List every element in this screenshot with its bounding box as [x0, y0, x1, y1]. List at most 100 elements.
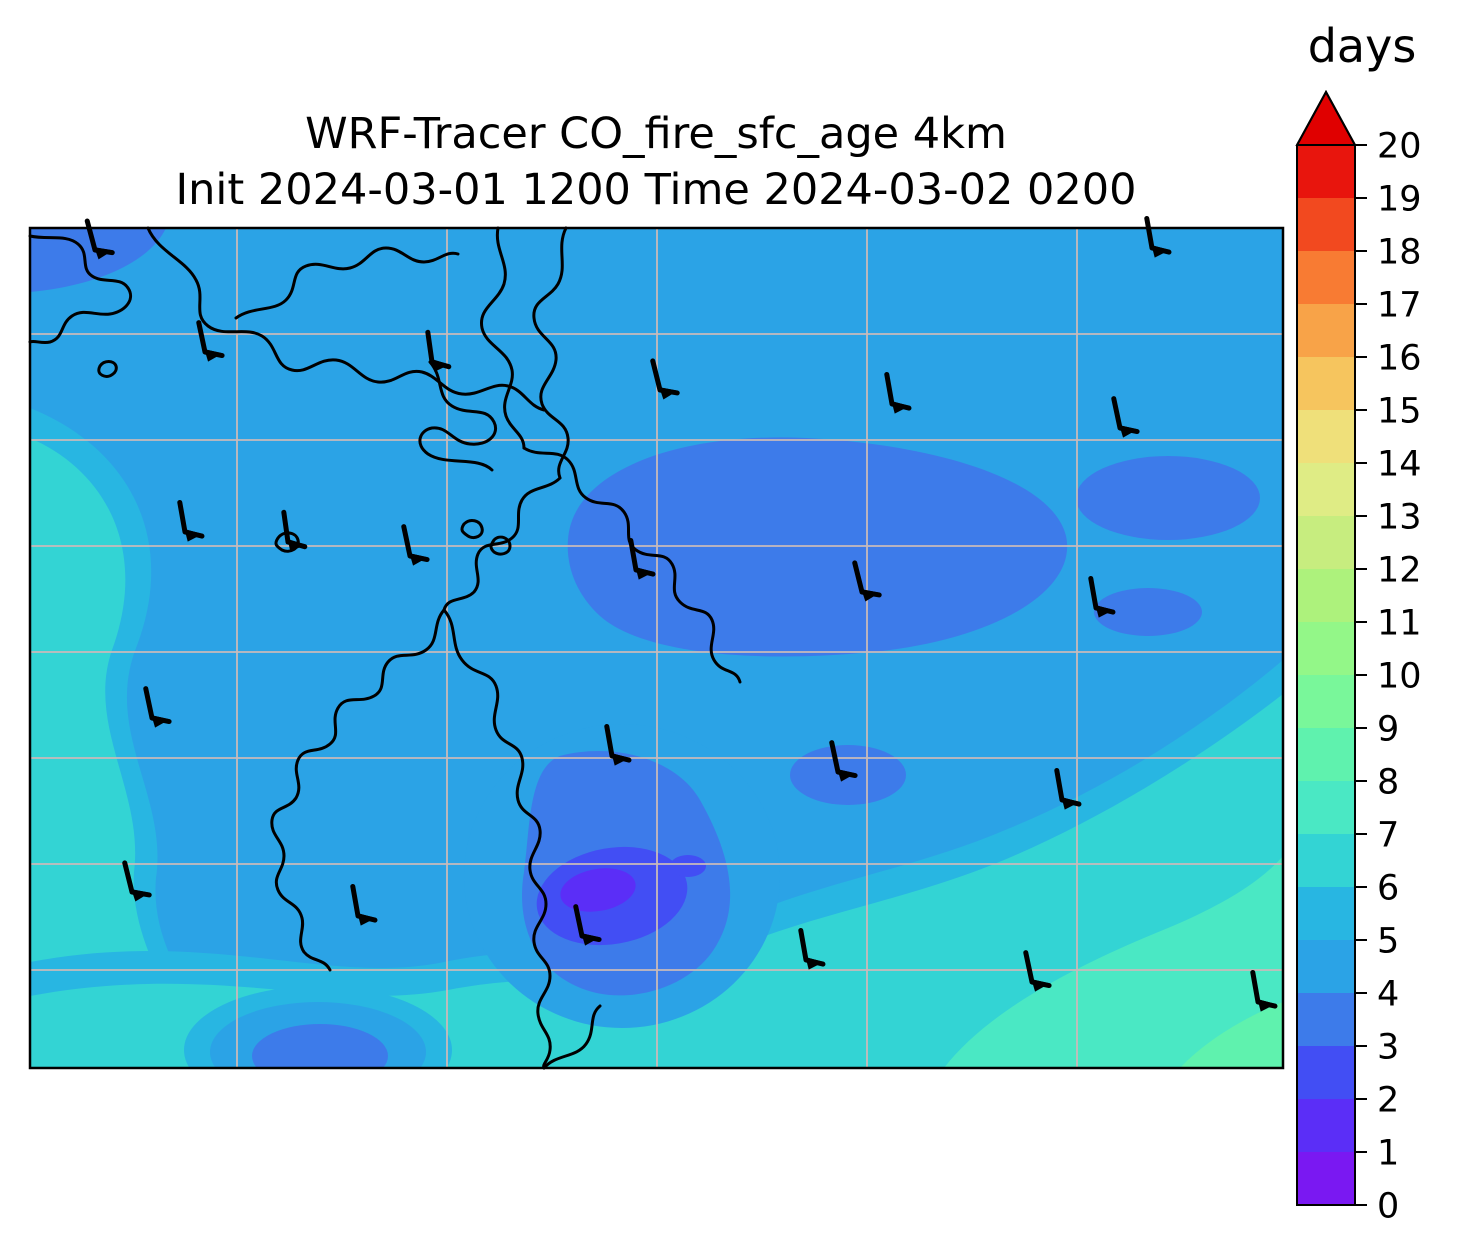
- wind-barb: [852, 560, 882, 602]
- wind-barb: [1250, 969, 1278, 1012]
- map-frame: [28, 226, 1285, 1070]
- wind-barb-flag: [1031, 979, 1050, 992]
- wind-barb-flag: [581, 933, 600, 946]
- fill-southwest-3-4-days: [252, 1024, 388, 1068]
- wind-barb: [573, 904, 602, 946]
- colorbar-tick-label: 0: [1377, 1186, 1399, 1226]
- wind-barb-flag: [635, 567, 654, 580]
- wind-barb: [143, 686, 172, 728]
- wind-barb-flag: [409, 553, 428, 566]
- colorbar-tick-label: 20: [1377, 126, 1422, 166]
- colorbar-tick-label: 15: [1377, 391, 1422, 431]
- coastlines: [28, 226, 742, 1070]
- wind-barb: [350, 883, 378, 926]
- wind-barb: [604, 723, 632, 766]
- colorbar-band-12-13: [1297, 516, 1355, 569]
- colorbar-bands: [1297, 145, 1355, 1205]
- wind-barb: [1023, 950, 1052, 992]
- wind-barb-flag: [287, 539, 306, 552]
- plot-title: WRF-Tracer CO_fire_sfc_age 4km: [305, 109, 1007, 159]
- wind-barb: [177, 499, 205, 542]
- wind-barb-flag: [184, 529, 203, 542]
- colorbar-band-8-9: [1297, 728, 1355, 781]
- colorbar-tick-label: 1: [1377, 1133, 1399, 1173]
- colorbar-tick-label: 11: [1377, 603, 1422, 643]
- colorbar-band-4-5: [1297, 940, 1355, 993]
- wind-barb: [798, 927, 826, 970]
- wind-barb-flag: [151, 715, 170, 728]
- colorbar-band-0-1: [1297, 1152, 1355, 1205]
- wind-barb-flag: [891, 401, 910, 414]
- coastline-path: [418, 360, 497, 472]
- fill-west-6-7-days: [30, 438, 204, 1068]
- fill-minimum-speck-2-3-days: [670, 855, 706, 877]
- fill-southeast-8-9-days: [1180, 1002, 1283, 1068]
- colorbar-label: days: [1308, 19, 1417, 73]
- wind-barb-flag: [1095, 605, 1114, 618]
- fill-east-3-4-days: [1076, 456, 1260, 540]
- wind-barb-flag: [1151, 245, 1170, 258]
- wind-barb-flag: [837, 769, 856, 782]
- fill-south-6-7-days: [30, 694, 1283, 1068]
- map-panel: [28, 215, 1285, 1070]
- coastline-path: [234, 246, 460, 320]
- colorbar-tick-label: 16: [1377, 338, 1422, 378]
- wind-barb-flag: [611, 753, 630, 766]
- colorbar-tick-label: 17: [1377, 285, 1422, 325]
- coastline-path: [28, 234, 133, 345]
- wind-barb: [650, 358, 680, 400]
- wind-barb: [1088, 575, 1116, 618]
- wind-barbs: [84, 215, 1278, 1012]
- wind-barb: [84, 218, 115, 260]
- colorbar-band-17-18: [1297, 251, 1355, 304]
- coastline-island: [489, 535, 512, 556]
- colorbar-tick-label: 2: [1377, 1080, 1399, 1120]
- colorbar-tick-label: 9: [1377, 709, 1399, 749]
- wind-barb: [1054, 767, 1082, 810]
- colorbar-tick-label: 6: [1377, 868, 1399, 908]
- wind-barb-flag: [357, 913, 376, 926]
- colorbar-tick-label: 10: [1377, 656, 1422, 696]
- coastline-path: [480, 226, 526, 450]
- colorbar-tick-label: 7: [1377, 815, 1399, 855]
- wind-barb-flag: [131, 889, 150, 902]
- wind-barb-flag: [861, 589, 880, 602]
- colorbar-band-10-11: [1297, 622, 1355, 675]
- coastline-path: [532, 226, 570, 480]
- colorbar-band-3-4: [1297, 993, 1355, 1046]
- wind-barb-flag: [1061, 797, 1080, 810]
- colorbar-extend-arrow: [1295, 89, 1357, 146]
- colorbar-band-18-19: [1297, 198, 1355, 251]
- wind-barb: [884, 371, 912, 414]
- colorbar-band-6-7: [1297, 834, 1355, 887]
- colorbar-tick-label: 19: [1377, 179, 1422, 219]
- wind-barb: [196, 320, 225, 362]
- wind-barb: [1111, 396, 1140, 438]
- wind-barb: [401, 524, 430, 566]
- colorbar-tick-label: 12: [1377, 550, 1422, 590]
- coastline-path: [522, 446, 742, 684]
- coastline-path: [146, 226, 546, 412]
- colorbar-tick-label: 8: [1377, 762, 1399, 802]
- colorbar-band-14-15: [1297, 410, 1355, 463]
- coastline-path: [270, 608, 446, 972]
- colorbar-band-15-16: [1297, 357, 1355, 410]
- colorbar-tick-label: 14: [1377, 444, 1422, 484]
- wind-barb: [829, 740, 858, 782]
- wind-barb-flag: [204, 349, 223, 362]
- fill-southeast-7-8-days: [944, 856, 1283, 1068]
- wind-barb: [281, 509, 308, 552]
- colorbar-outline: [1296, 89, 1356, 1206]
- fill-center-east-3-4-days: [567, 437, 1068, 657]
- colorbar-band-13-14: [1297, 463, 1355, 516]
- wind-barb-flag: [1119, 425, 1138, 438]
- wind-barb-flag: [431, 359, 450, 372]
- coastline-island: [97, 360, 118, 378]
- fill-east2-3-4-days: [1094, 588, 1202, 636]
- fill-northwest-3-4-days: [30, 228, 166, 292]
- colorbar-band-16-17: [1297, 304, 1355, 357]
- colorbar-tick-label: 5: [1377, 921, 1399, 961]
